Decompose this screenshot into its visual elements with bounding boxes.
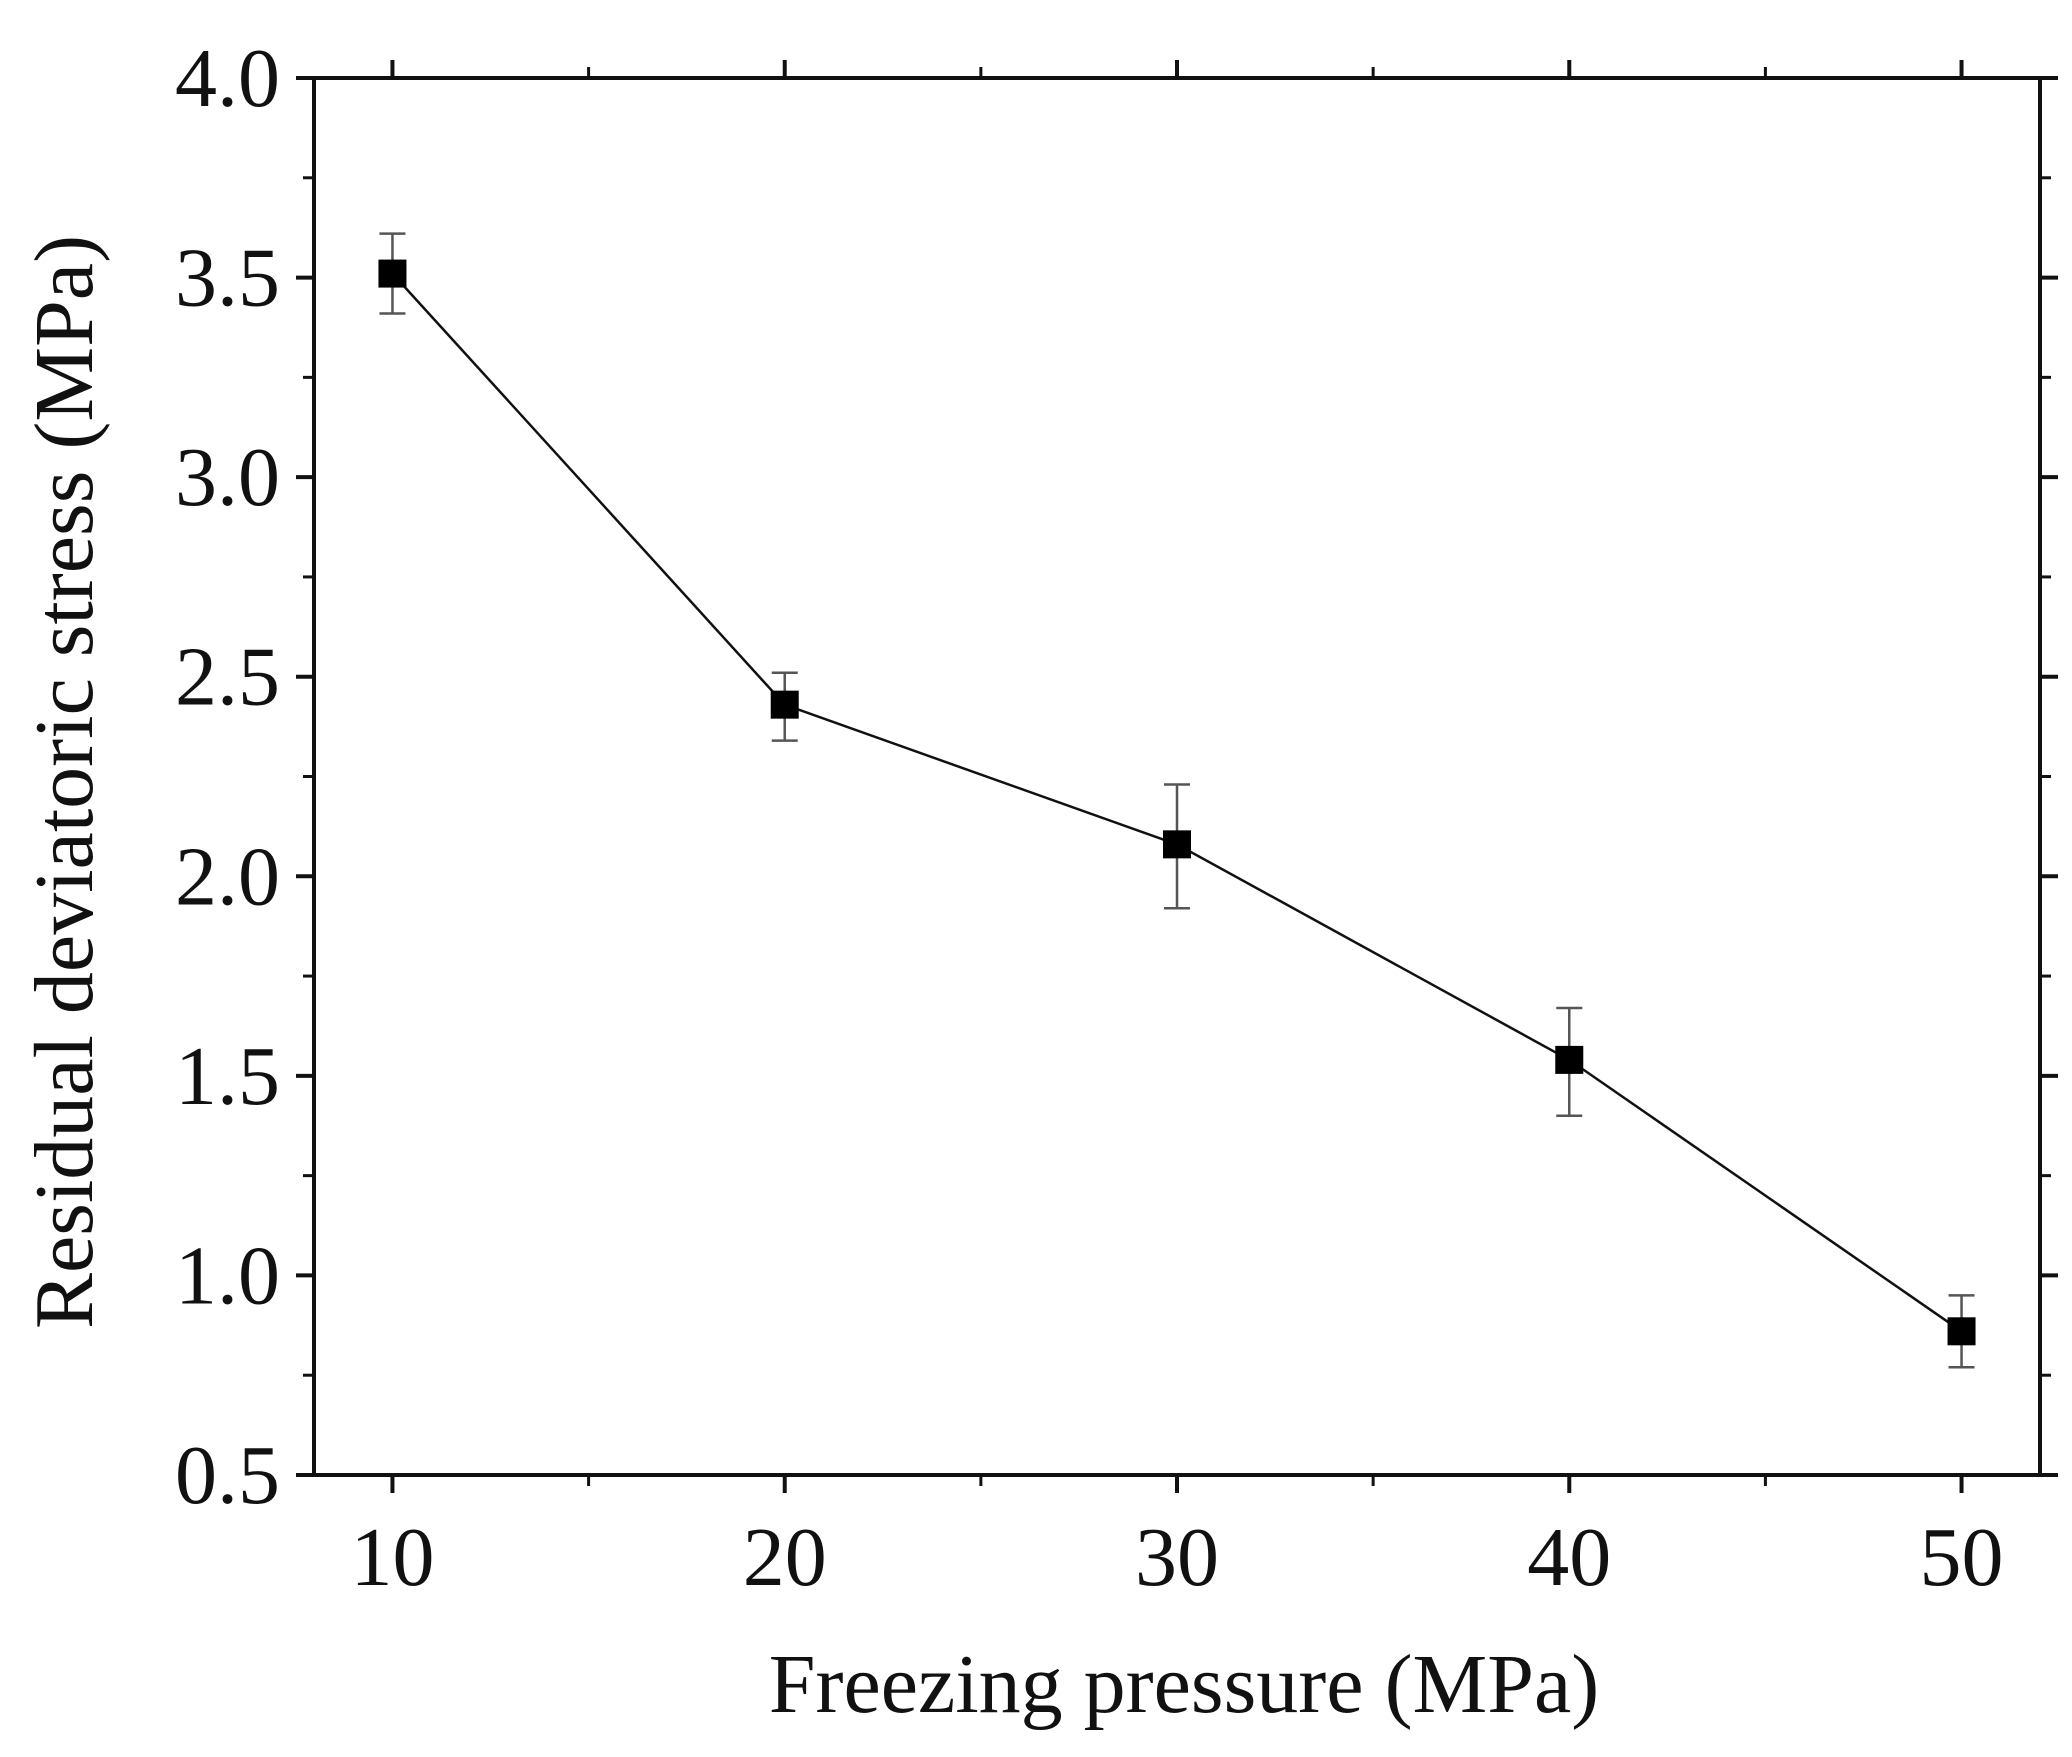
x-tick-label: 40 xyxy=(1527,1511,1611,1604)
axes xyxy=(312,76,2042,1477)
x-tick-label: 30 xyxy=(1135,1511,1219,1604)
y-tick-label: 4.0 xyxy=(175,32,280,125)
x-tick-label: 10 xyxy=(350,1511,434,1604)
y-tick-label: 3.5 xyxy=(175,232,280,325)
y-tick-label: 3.0 xyxy=(175,431,280,524)
data-point xyxy=(378,259,407,288)
y-tick-label: 2.5 xyxy=(175,631,280,724)
y-tick-label: 2.0 xyxy=(175,830,280,923)
ticks: 0.5 1.0 1.5 2.0 2.5 3.0 3.5 4.0 10 20 30 40 50 xyxy=(175,32,2058,1604)
data-point xyxy=(1163,830,1191,859)
x-tick-label: 20 xyxy=(743,1511,827,1604)
y-tick-label: 1.0 xyxy=(175,1229,280,1322)
series xyxy=(378,232,1976,1369)
y-axis-title: Residual deviatoric stress (MPa) xyxy=(18,235,111,1329)
y-tick-label: 1.5 xyxy=(175,1030,280,1123)
y-tick-label: 0.5 xyxy=(175,1429,280,1522)
data-point xyxy=(770,690,799,719)
x-tick-label: 50 xyxy=(1920,1511,2004,1604)
data-point xyxy=(1947,1317,1976,1346)
plot-frame xyxy=(312,76,2042,1477)
data-point xyxy=(1555,1045,1584,1074)
x-axis-title: Freezing pressure (MPa) xyxy=(769,1638,1599,1731)
